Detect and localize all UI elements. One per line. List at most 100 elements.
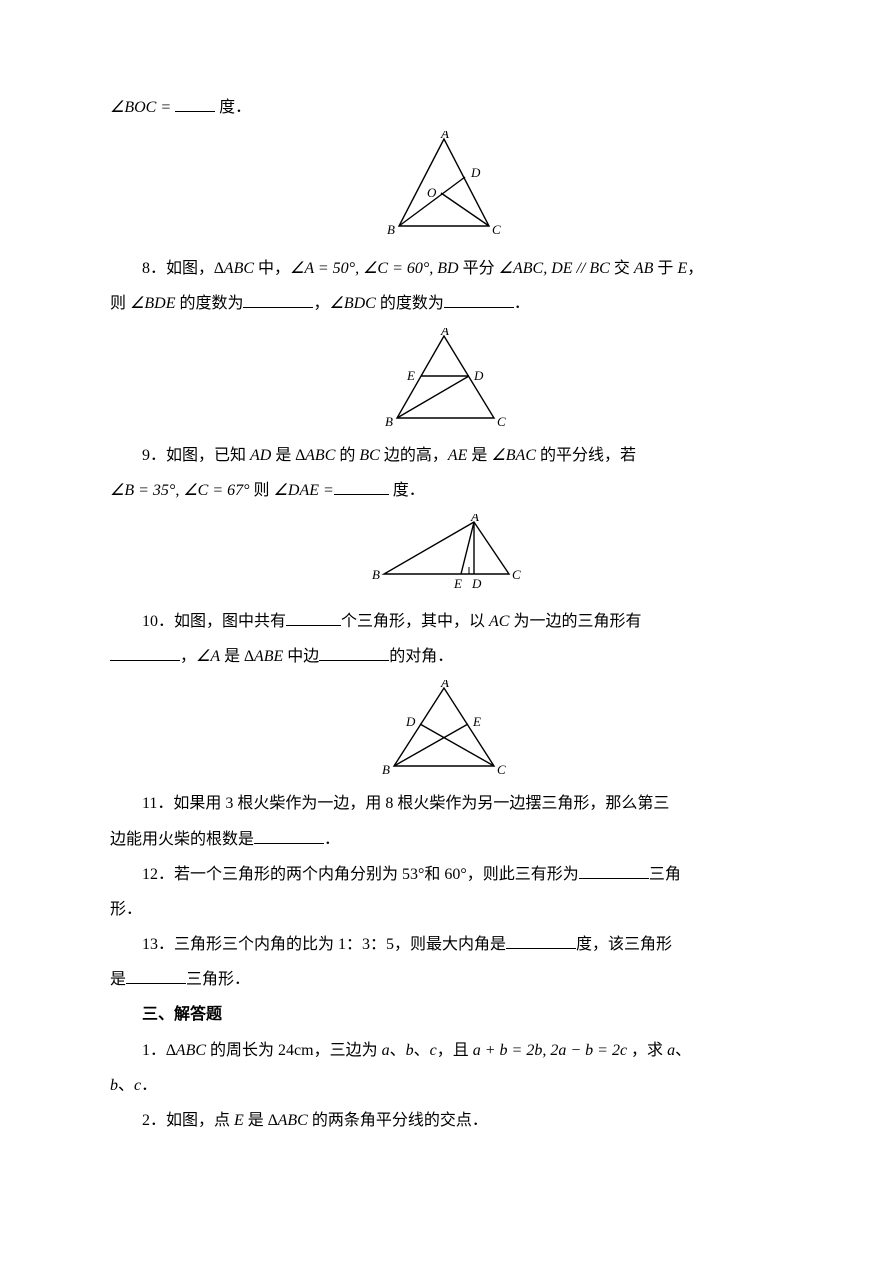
fig8-label-D: D — [473, 368, 484, 383]
q32-e: E — [234, 1112, 244, 1129]
q13-l1-b: 度，该三角形 — [576, 936, 672, 953]
q13-blank1 — [506, 934, 576, 949]
q10-ac: AC — [489, 613, 509, 630]
figure-q10: A B C D E — [110, 680, 782, 780]
fig7-label-O: O — [427, 185, 437, 200]
section3-title: 三、解答题 — [110, 997, 782, 1032]
q3-1-line1: 1．∆ABC 的周长为 24cm，三边为 a、b、c，且 a + b = 2b,… — [110, 1033, 782, 1068]
q9-blank — [334, 479, 389, 494]
q32-l1-b: 是 — [244, 1112, 268, 1129]
q8-line1: 8．如图，∆ABC 中，∠A = 50°, ∠C = 60°, BD 平分 ∠A… — [110, 251, 782, 286]
q32-l1-c: 的两条角平分线的交点． — [308, 1112, 488, 1129]
q10-ang-a: ∠A — [196, 648, 220, 665]
figure-q9: A B C E D — [110, 514, 782, 598]
q7-angle: ∠BOC = — [110, 99, 171, 116]
fig9-label-C: C — [512, 567, 521, 582]
q10-l1-a: 10．如图，图中共有 — [142, 613, 286, 630]
q11-blank — [254, 828, 324, 843]
q11-l1: 11．如果用 3 根火柴作为一边，用 8 根火柴作为另一边摆三角形，那么第三 — [142, 795, 669, 812]
q31-a: a — [382, 1042, 390, 1059]
q8-blank2 — [444, 293, 514, 308]
q31-l1-b: 的周长为 24cm，三边为 — [206, 1042, 382, 1059]
q9-bc: BC — [359, 447, 379, 464]
q8-l1-d: 交 — [610, 260, 634, 277]
q9-dae: ∠DAE = — [274, 482, 334, 499]
q9-l2-a: ∠B = 35°, ∠C = 67° — [110, 482, 254, 499]
q13-line2: 是三角形． — [110, 962, 782, 997]
fig9-label-B: B — [372, 567, 380, 582]
q8-l2-b: 的度数为 — [175, 295, 243, 312]
q9-abc: ∆ABC — [295, 447, 335, 464]
figure-q8-svg: A B C E D — [379, 328, 514, 428]
fig10-label-C: C — [497, 762, 506, 776]
q8-abc: ∆ABC — [214, 260, 254, 277]
q31-b2: b — [110, 1077, 118, 1094]
q7-suffix: 度． — [219, 99, 251, 116]
q31-b: b — [406, 1042, 414, 1059]
q31-c: c — [430, 1042, 437, 1059]
page: ∠BOC = 度． A B C O D 8．如图，∆ABC 中，∠A = 50°… — [0, 0, 892, 1262]
q8-bde: ∠BDE — [130, 295, 175, 312]
fig10-label-A: A — [440, 680, 449, 690]
fig7-label-A: A — [440, 131, 449, 141]
q3-1-line2: b、c． — [110, 1068, 782, 1103]
q8-line2: 则 ∠BDE 的度数为，∠BDC 的度数为． — [110, 286, 782, 321]
q8-l1-e: 于 — [653, 260, 677, 277]
fig9-label-E: E — [453, 576, 462, 591]
q9-line2: ∠B = 35°, ∠C = 67° 则 ∠DAE = 度． — [110, 473, 782, 508]
q11-line1: 11．如果用 3 根火柴作为一边，用 8 根火柴作为另一边摆三角形，那么第三 — [110, 786, 782, 821]
fig7-label-B: B — [387, 222, 395, 237]
q8-e: E — [677, 260, 687, 277]
q7-blank — [175, 97, 215, 112]
q10-l2-d: 的对角． — [389, 648, 453, 665]
q10-l1-c: 为一边的三角形有 — [509, 613, 641, 630]
q9-l1-d: 边的高， — [380, 447, 448, 464]
q32-abc: ∆ABC — [268, 1112, 308, 1129]
fig7-label-C: C — [492, 222, 501, 237]
fig8-label-E: E — [406, 368, 415, 383]
fig8-label-A: A — [440, 328, 449, 338]
q11-line2: 边能用火柴的根数是 ． — [110, 822, 782, 857]
q31-sep3: 、 — [675, 1042, 691, 1059]
q8-l2-c: ， — [313, 295, 329, 312]
fig9-label-D: D — [471, 576, 482, 591]
q8-blank1 — [243, 293, 313, 308]
q10-blank1 — [286, 611, 341, 626]
fig9-label-A: A — [470, 514, 479, 524]
q9-line1: 9．如图，已知 AD 是 ∆ABC 的 BC 边的高，AE 是 ∠BAC 的平分… — [110, 438, 782, 473]
q10-line2: ，∠A 是 ∆ABE 中边的对角． — [110, 639, 782, 674]
q10-l2-a: ， — [180, 648, 196, 665]
fig8-label-C: C — [497, 414, 506, 428]
q9-l1-f: 的平分线，若 — [536, 447, 636, 464]
q12-line2: 形． — [110, 892, 782, 927]
figure-q9-svg: A B C E D — [369, 514, 524, 594]
q8-l1-c: 平分 — [459, 260, 499, 277]
q8-ab: AB — [634, 260, 654, 277]
q12-line1: 12．若一个三角形的两个内角分别为 53°和 60°，则此三有形为三角 — [110, 857, 782, 892]
q10-abe: ∆ABE — [244, 648, 283, 665]
fig10-label-B: B — [382, 762, 390, 776]
q31-l1-d: ，且 — [437, 1042, 473, 1059]
q31-l1-a: 1． — [142, 1042, 166, 1059]
q11-l2-b: ． — [324, 831, 340, 848]
q31-l2: ． — [141, 1077, 157, 1094]
q10-l2-b: 是 — [220, 648, 244, 665]
q9-bac: ∠BAC — [491, 447, 536, 464]
q8-l2-a: 则 — [110, 295, 130, 312]
q31-sep2: 、 — [414, 1042, 430, 1059]
q13-l1-a: 13．三角形三个内角的比为 1：3：5，则最大内角是 — [142, 936, 506, 953]
figure-q7: A B C O D — [110, 131, 782, 245]
q8-l2-d: 的度数为 — [376, 295, 444, 312]
figure-q7-svg: A B C O D — [379, 131, 514, 241]
q12-blank — [579, 863, 649, 878]
q13-l2-a: 是 — [110, 971, 126, 988]
q9-l2-b: 则 — [254, 482, 274, 499]
fig7-label-D: D — [470, 165, 481, 180]
q8-l1-b: 中， — [254, 260, 290, 277]
q31-l1-e: ，求 — [627, 1042, 667, 1059]
fig8-label-B: B — [385, 414, 393, 428]
figure-q10-svg: A B C D E — [376, 680, 516, 776]
fig10-label-D: D — [405, 714, 416, 729]
q11-l2-a: 边能用火柴的根数是 — [110, 831, 254, 848]
q32-l1-a: 2．如图，点 — [142, 1112, 234, 1129]
